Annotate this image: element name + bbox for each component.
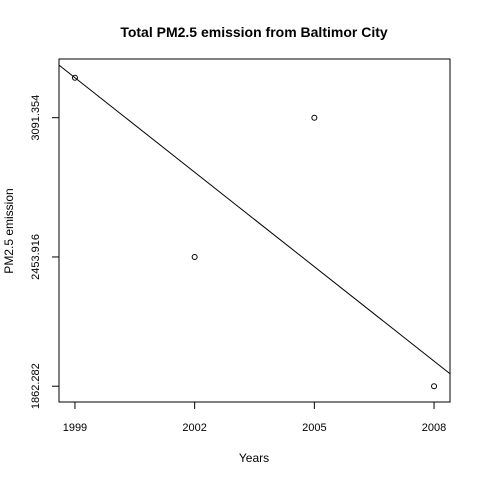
y-tick-label-2: 3091.354 xyxy=(30,95,42,141)
x-tick-label-2005: 2005 xyxy=(302,422,326,434)
y-axis: 1862.282 2453.916 3091.354 xyxy=(30,95,59,409)
x-tick-label-1999: 1999 xyxy=(63,422,87,434)
chart-title: Total PM2.5 emission from Baltimor City xyxy=(120,24,388,40)
x-axis: 1999 2002 2005 2008 xyxy=(63,402,446,434)
y-axis-label: PM2.5 emission xyxy=(2,188,16,273)
plot-area xyxy=(59,64,450,390)
x-tick-label-2002: 2002 xyxy=(182,422,206,434)
data-point-2002 xyxy=(191,253,198,260)
trend-line xyxy=(59,64,450,375)
data-point-2005 xyxy=(311,114,318,121)
x-tick-label-2008: 2008 xyxy=(422,422,446,434)
y-tick-label-1: 2453.916 xyxy=(30,234,42,280)
data-point-1999 xyxy=(71,74,78,81)
data-point-2008 xyxy=(431,383,438,390)
y-tick-label-0: 1862.282 xyxy=(30,363,42,409)
plot-frame xyxy=(58,58,451,403)
x-axis-label: Years xyxy=(239,451,269,465)
